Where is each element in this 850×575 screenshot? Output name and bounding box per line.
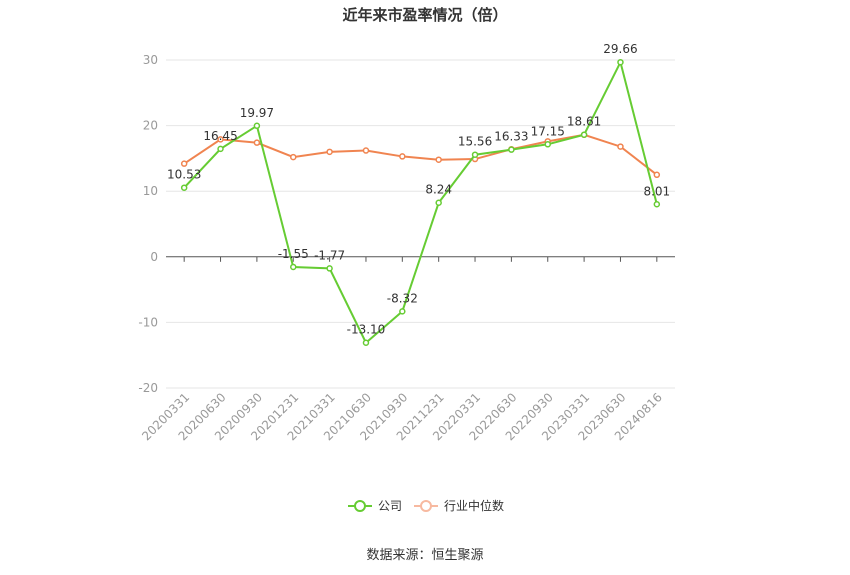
data-label: 15.56 bbox=[458, 135, 492, 149]
series-point-0[interactable] bbox=[290, 263, 297, 271]
legend-label-0[interactable]: 公司 bbox=[378, 499, 402, 513]
legend[interactable]: 公司 行业中位数 bbox=[348, 498, 504, 513]
series-point-0[interactable] bbox=[326, 265, 333, 272]
series-point-0[interactable] bbox=[471, 151, 479, 158]
series-point-0[interactable] bbox=[362, 339, 370, 346]
series-point-0[interactable] bbox=[399, 308, 406, 315]
data-label: -1.55 bbox=[278, 247, 309, 261]
y-tick-label: 10 bbox=[143, 184, 158, 198]
series-point-0[interactable] bbox=[180, 184, 188, 191]
data-source: 数据来源：恒生聚源 bbox=[366, 548, 483, 563]
y-tick-label: 30 bbox=[143, 53, 158, 67]
series-point-1[interactable] bbox=[617, 143, 624, 150]
series-point-1[interactable] bbox=[326, 148, 333, 156]
grid-lines bbox=[166, 59, 675, 389]
data-label: -1.77 bbox=[314, 248, 345, 262]
data-label: 19.97 bbox=[240, 106, 274, 120]
data-label: 18.61 bbox=[567, 115, 601, 129]
series-point-0[interactable] bbox=[580, 131, 588, 138]
data-label: 8.01 bbox=[643, 184, 670, 198]
series-point-0[interactable] bbox=[253, 122, 261, 130]
data-label: -13.10 bbox=[347, 323, 386, 337]
chart-title: 近年来市盈率情况（倍） bbox=[342, 6, 507, 24]
data-label: 16.33 bbox=[494, 130, 528, 144]
data-label: 29.66 bbox=[603, 42, 637, 56]
legend-marker-0 bbox=[354, 500, 366, 512]
series-point-1[interactable] bbox=[217, 136, 224, 143]
series-point-1[interactable] bbox=[290, 153, 297, 161]
y-tick-label: -10 bbox=[138, 315, 158, 329]
data-label: 16.45 bbox=[203, 129, 237, 143]
series-point-0[interactable] bbox=[617, 58, 624, 66]
series-point-0[interactable] bbox=[653, 201, 661, 208]
y-tick-label: -20 bbox=[138, 381, 158, 395]
series-point-1[interactable] bbox=[653, 171, 661, 179]
legend-label-1[interactable]: 行业中位数 bbox=[444, 498, 504, 513]
series-point-0[interactable] bbox=[217, 145, 224, 153]
data-label: -8.32 bbox=[387, 291, 418, 305]
series-point-0[interactable] bbox=[544, 141, 551, 148]
series-point-0[interactable] bbox=[508, 146, 515, 153]
y-tick-label: 0 bbox=[150, 250, 158, 264]
series-point-1[interactable] bbox=[362, 147, 370, 154]
data-label: 10.53 bbox=[167, 168, 201, 182]
x-axis: 2020033120200630202009302020123120210331… bbox=[139, 256, 675, 443]
legend-marker-1 bbox=[420, 500, 432, 512]
series-point-0[interactable] bbox=[435, 199, 442, 206]
data-label: 8.24 bbox=[425, 183, 452, 197]
series-layer bbox=[180, 58, 661, 346]
series-point-1[interactable] bbox=[253, 139, 261, 146]
series-line-0 bbox=[183, 59, 658, 345]
series-point-1[interactable] bbox=[180, 160, 188, 167]
series-point-1[interactable] bbox=[435, 156, 442, 163]
y-axis: -20 -10 0 10 20 30 bbox=[138, 53, 158, 395]
series-point-1[interactable] bbox=[399, 153, 406, 160]
y-tick-label: 20 bbox=[143, 119, 158, 133]
data-label: 17.15 bbox=[531, 124, 565, 138]
